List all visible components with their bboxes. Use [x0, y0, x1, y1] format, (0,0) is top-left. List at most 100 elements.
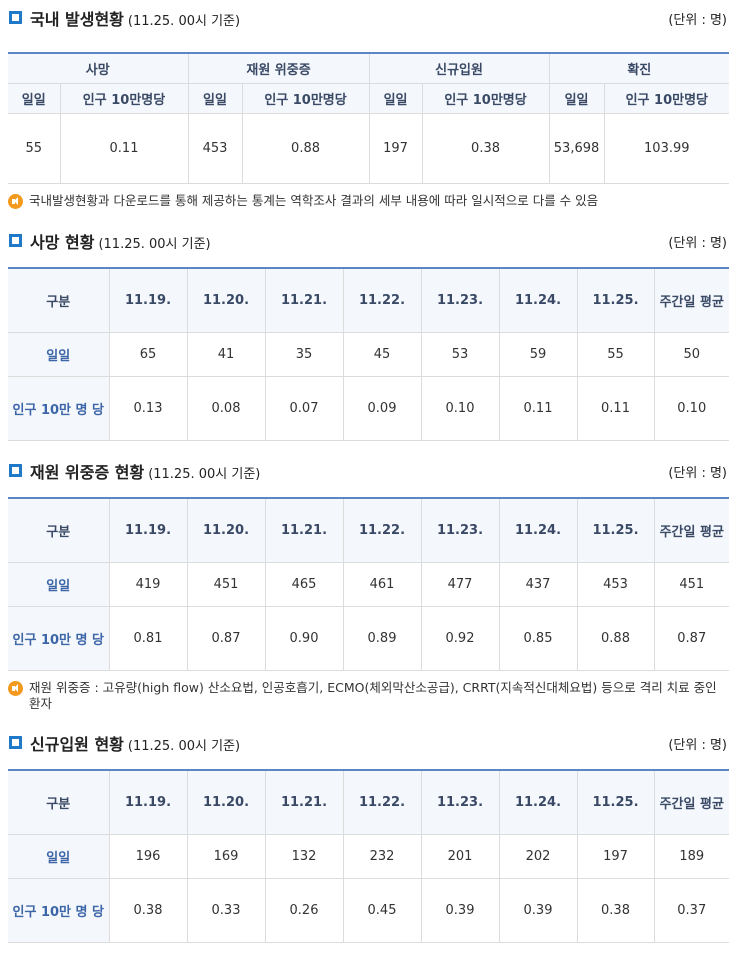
value-cell: 55	[576, 331, 655, 377]
sub-per100k: 인구 10만명당	[603, 82, 729, 114]
group-confirmed: 확진	[548, 52, 729, 84]
severe-note: 재원 위중증 : 고유량(high flow) 산소요법, 인공호흡기, ECM…	[8, 680, 728, 712]
value-cell: 451	[186, 561, 266, 607]
col-weekly-avg: 주간일 평균	[653, 267, 729, 333]
sub-per100k: 인구 10만명당	[241, 82, 370, 114]
value-cell: 50	[653, 331, 729, 377]
row-label-daily: 일일	[8, 561, 110, 607]
group-admissions: 신규입원	[368, 52, 550, 84]
value-cell: 189	[653, 833, 729, 879]
row-label-per100k: 인구 10만 명 당	[8, 375, 110, 441]
group-deaths: 사망	[8, 52, 189, 84]
severe-table: 구분 11.19. 11.20. 11.21. 11.22. 11.23. 11…	[8, 497, 729, 671]
deaths-daily: 55	[8, 112, 61, 184]
col-date: 11.19.	[108, 497, 188, 563]
sub-daily: 일일	[187, 82, 243, 114]
deaths-per100k: 0.11	[59, 112, 189, 184]
note-text: 재원 위중증 : 고유량(high flow) 산소요법, 인공호흡기, ECM…	[29, 680, 717, 711]
col-category: 구분	[8, 497, 110, 563]
unit-label: (단위 : 명)	[668, 13, 727, 28]
col-date: 11.19.	[108, 769, 188, 835]
col-date: 11.21.	[264, 497, 344, 563]
col-date: 11.21.	[264, 769, 344, 835]
col-weekly-avg: 주간일 평균	[653, 497, 729, 563]
col-date: 11.23.	[420, 497, 500, 563]
square-bullet-icon	[9, 464, 22, 477]
value-cell: 35	[264, 331, 344, 377]
value-cell: 232	[342, 833, 422, 879]
admissions-daily: 197	[368, 112, 423, 184]
value-cell: 0.09	[342, 375, 422, 441]
value-cell: 169	[186, 833, 266, 879]
row-label-daily: 일일	[8, 331, 110, 377]
value-cell: 0.85	[498, 605, 578, 671]
section-title: 국내 발생현황 (11.25. 00시 기준)	[30, 10, 241, 29]
admissions-header: 신규입원 현황 (11.25. 00시 기준) (단위 : 명)	[0, 730, 729, 754]
value-cell: 451	[653, 561, 729, 607]
value-cell: 0.89	[342, 605, 422, 671]
value-cell: 0.38	[576, 877, 655, 943]
value-cell: 0.87	[653, 605, 729, 671]
sub-per100k: 인구 10만명당	[421, 82, 550, 114]
col-date: 11.21.	[264, 267, 344, 333]
col-date: 11.24.	[498, 497, 578, 563]
overview-header: 국내 발생현황 (11.25. 00시 기준) (단위 : 명)	[0, 5, 729, 29]
col-date: 11.20.	[186, 769, 266, 835]
confirmed-per100k: 103.99	[603, 112, 729, 184]
speaker-icon	[8, 194, 23, 209]
value-cell: 132	[264, 833, 344, 879]
value-cell: 0.38	[108, 877, 188, 943]
severe-daily: 453	[187, 112, 243, 184]
severe-header: 재원 위중증 현황 (11.25. 00시 기준) (단위 : 명)	[0, 458, 729, 482]
overview-note: 국내발생현황과 다운로드를 통해 제공하는 통계는 역학조사 결과의 세부 내용…	[8, 193, 728, 209]
col-date: 11.25.	[576, 267, 655, 333]
section-title: 사망 현황 (11.25. 00시 기준)	[30, 233, 211, 252]
col-date: 11.20.	[186, 497, 266, 563]
unit-label: (단위 : 명)	[668, 466, 727, 481]
col-date: 11.25.	[576, 497, 655, 563]
col-date: 11.22.	[342, 497, 422, 563]
value-cell: 0.10	[653, 375, 729, 441]
value-cell: 41	[186, 331, 266, 377]
value-cell: 201	[420, 833, 500, 879]
value-cell: 0.81	[108, 605, 188, 671]
value-cell: 0.33	[186, 877, 266, 943]
col-date: 11.25.	[576, 769, 655, 835]
value-cell: 0.90	[264, 605, 344, 671]
admissions-table: 구분 11.19. 11.20. 11.21. 11.22. 11.23. 11…	[8, 769, 729, 943]
value-cell: 202	[498, 833, 578, 879]
value-cell: 0.92	[420, 605, 500, 671]
sub-per100k: 인구 10만명당	[59, 82, 189, 114]
col-date: 11.24.	[498, 769, 578, 835]
sub-daily: 일일	[548, 82, 605, 114]
row-label-per100k: 인구 10만 명 당	[8, 877, 110, 943]
sub-daily: 일일	[8, 82, 61, 114]
col-date: 11.19.	[108, 267, 188, 333]
value-cell: 53	[420, 331, 500, 377]
value-cell: 477	[420, 561, 500, 607]
col-date: 11.22.	[342, 267, 422, 333]
col-date: 11.24.	[498, 267, 578, 333]
col-weekly-avg: 주간일 평균	[653, 769, 729, 835]
deaths-header: 사망 현황 (11.25. 00시 기준) (단위 : 명)	[0, 228, 729, 252]
col-date: 11.23.	[420, 769, 500, 835]
value-cell: 461	[342, 561, 422, 607]
speaker-icon	[8, 681, 23, 696]
value-cell: 0.08	[186, 375, 266, 441]
deaths-table: 구분 11.19. 11.20. 11.21. 11.22. 11.23. 11…	[8, 267, 729, 441]
sub-daily: 일일	[368, 82, 423, 114]
group-severe: 재원 위중증	[187, 52, 370, 84]
col-category: 구분	[8, 267, 110, 333]
overview-table: 사망 재원 위중증 신규입원 확진 일일 인구 10만명당 일일 인구 10만명…	[8, 52, 729, 184]
value-cell: 437	[498, 561, 578, 607]
col-category: 구분	[8, 769, 110, 835]
col-date: 11.22.	[342, 769, 422, 835]
confirmed-daily: 53,698	[548, 112, 605, 184]
value-cell: 196	[108, 833, 188, 879]
value-cell: 59	[498, 331, 578, 377]
square-bullet-icon	[9, 736, 22, 749]
col-date: 11.20.	[186, 267, 266, 333]
value-cell: 0.11	[576, 375, 655, 441]
note-text: 국내발생현황과 다운로드를 통해 제공하는 통계는 역학조사 결과의 세부 내용…	[29, 193, 599, 208]
value-cell: 0.39	[498, 877, 578, 943]
